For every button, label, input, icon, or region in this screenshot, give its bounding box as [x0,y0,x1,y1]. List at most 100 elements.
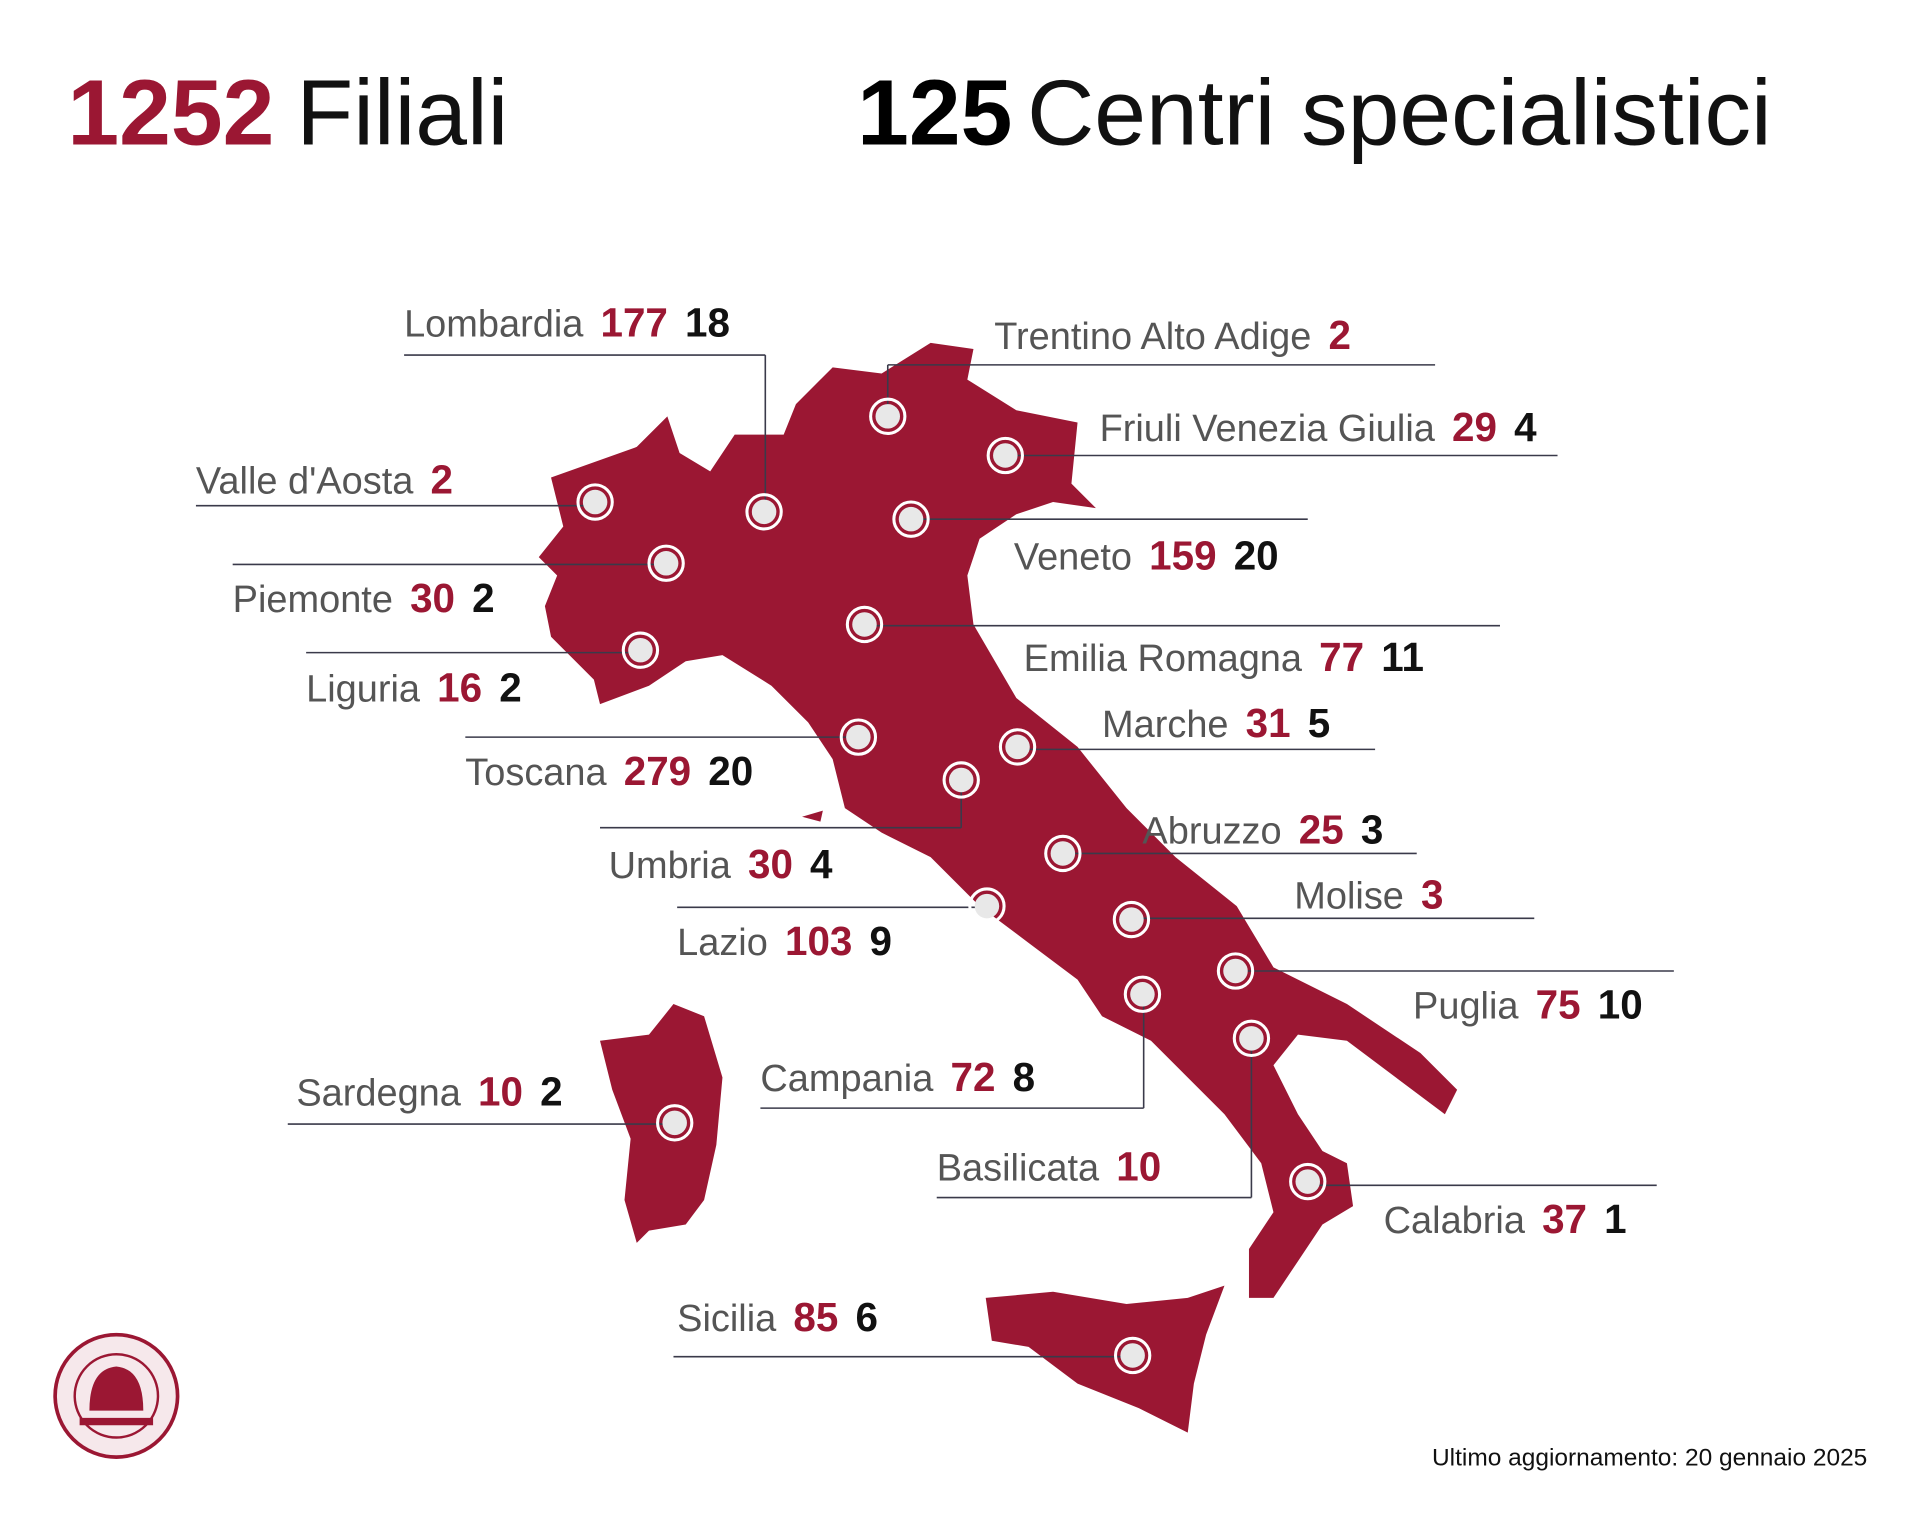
region-label: Veneto 159 20 [1014,532,1279,578]
region-branches: 159 [1149,532,1216,578]
region-centers: 4 [810,841,833,887]
region-centers: 9 [870,918,892,964]
region-label: Valle d'Aosta 2 [196,456,453,502]
region-marker-ring [845,605,884,644]
sicily [985,1285,1225,1433]
region-branches: 75 [1536,982,1581,1028]
region-name: Basilicata [937,1147,1100,1189]
region-marker-ring [986,436,1024,475]
region-branches: 31 [1246,700,1291,746]
region-branches: 25 [1299,807,1344,853]
region-name: Veneto [1014,536,1132,578]
region-label: Toscana 279 20 [465,748,753,794]
region-marker [948,767,974,793]
region-marker [1295,1169,1320,1194]
region-label: Emilia Romagna 77 11 [1024,634,1424,680]
region-label: Campania 72 8 [760,1054,1035,1100]
region-label: Calabria 37 1 [1384,1196,1627,1242]
region-marker [751,499,777,525]
region-branches: 16 [437,665,482,711]
region-marker-ring [1232,1019,1271,1058]
region-marker [628,637,653,663]
region-name: Puglia [1413,986,1519,1028]
region-branches: 2 [1328,312,1350,358]
region-name: Sicilia [677,1298,777,1340]
region-label: Umbria 30 4 [609,841,833,887]
region-marker-ring [656,1104,694,1142]
region-marker [1130,982,1155,1007]
region-marker [582,489,608,515]
region-branches: 37 [1542,1196,1587,1242]
region-marker-ring [968,887,1006,925]
region-marker [974,893,1000,919]
leader-line [936,1038,1253,1199]
region-name: Umbria [609,845,732,887]
region-branches: 30 [410,575,455,621]
region-centers: 8 [1013,1054,1035,1100]
region-marker-ring [1123,975,1162,1013]
region-marker [1119,907,1144,932]
region-label: Trentino Alto Adige 2 [994,312,1351,358]
region-name: Campania [760,1058,934,1100]
region-centers: 11 [1381,634,1424,680]
region-marker [662,1110,687,1136]
leader-line [760,994,1145,1109]
region-label: Puglia 75 10 [1413,982,1643,1028]
region-marker-ring [1112,900,1151,939]
region-name: Molise [1294,876,1404,918]
region-centers: 6 [855,1294,877,1340]
region-name: Marche [1102,704,1229,746]
region-label: Piemonte 30 2 [233,575,495,621]
region-centers: 20 [708,748,753,794]
region-marker-ring [892,500,930,538]
region-marker-ring [942,761,980,799]
elba [802,810,823,822]
region-marker [653,551,679,576]
region-branches: 2 [431,456,453,502]
region-name: Lazio [677,922,768,964]
region-branches: 30 [748,841,793,887]
region-centers: 18 [685,300,730,346]
region-label: Lazio 103 9 [677,918,892,964]
region-centers: 10 [1598,982,1643,1028]
region-centers: 20 [1234,532,1279,578]
region-name: Emilia Romagna [1024,638,1303,680]
region-name: Sardegna [296,1073,461,1115]
region-marker-ring [576,483,614,521]
region-label: Basilicata 10 [937,1143,1161,1189]
centers-label: Centri specialistici [1027,60,1772,164]
region-label: Sardegna 10 2 [296,1069,562,1115]
region-marker [1050,841,1076,866]
logo-hills [89,1366,144,1411]
region-centers: 3 [1361,807,1383,853]
update-note: Ultimo aggiornamento: 20 gennaio 2025 [1432,1445,1867,1472]
centers-count: 125 [857,60,1012,164]
region-marker [993,443,1018,468]
region-marker-ring [1044,834,1082,873]
leader-line [404,354,767,512]
region-branches: 177 [601,300,668,346]
region-centers: 5 [1308,700,1330,746]
region-marker [1005,734,1030,760]
region-label: Lombardia 177 18 [404,300,730,346]
region-label: Friuli Venezia Giulia 29 4 [1100,404,1538,450]
region-label: Sicilia 85 6 [677,1294,878,1340]
region-branches: 3 [1421,872,1443,918]
region-centers: 2 [499,665,521,711]
region-marker-ring [621,631,660,669]
region-marker [852,612,877,637]
region-label: Liguria 16 2 [306,665,522,711]
region-name: Calabria [1384,1200,1526,1242]
region-branches: 77 [1319,634,1364,680]
region-marker [1239,1026,1264,1051]
region-name: Trentino Alto Adige [994,316,1311,358]
region-name: Liguria [306,669,421,711]
region-marker [1223,958,1248,984]
leader-lines [195,354,1674,1358]
logo-inner [73,1353,160,1439]
region-marker-ring [839,718,878,756]
region-label: Abruzzo 25 3 [1142,807,1383,853]
region-marker [1120,1343,1145,1368]
region-branches: 279 [624,748,691,794]
